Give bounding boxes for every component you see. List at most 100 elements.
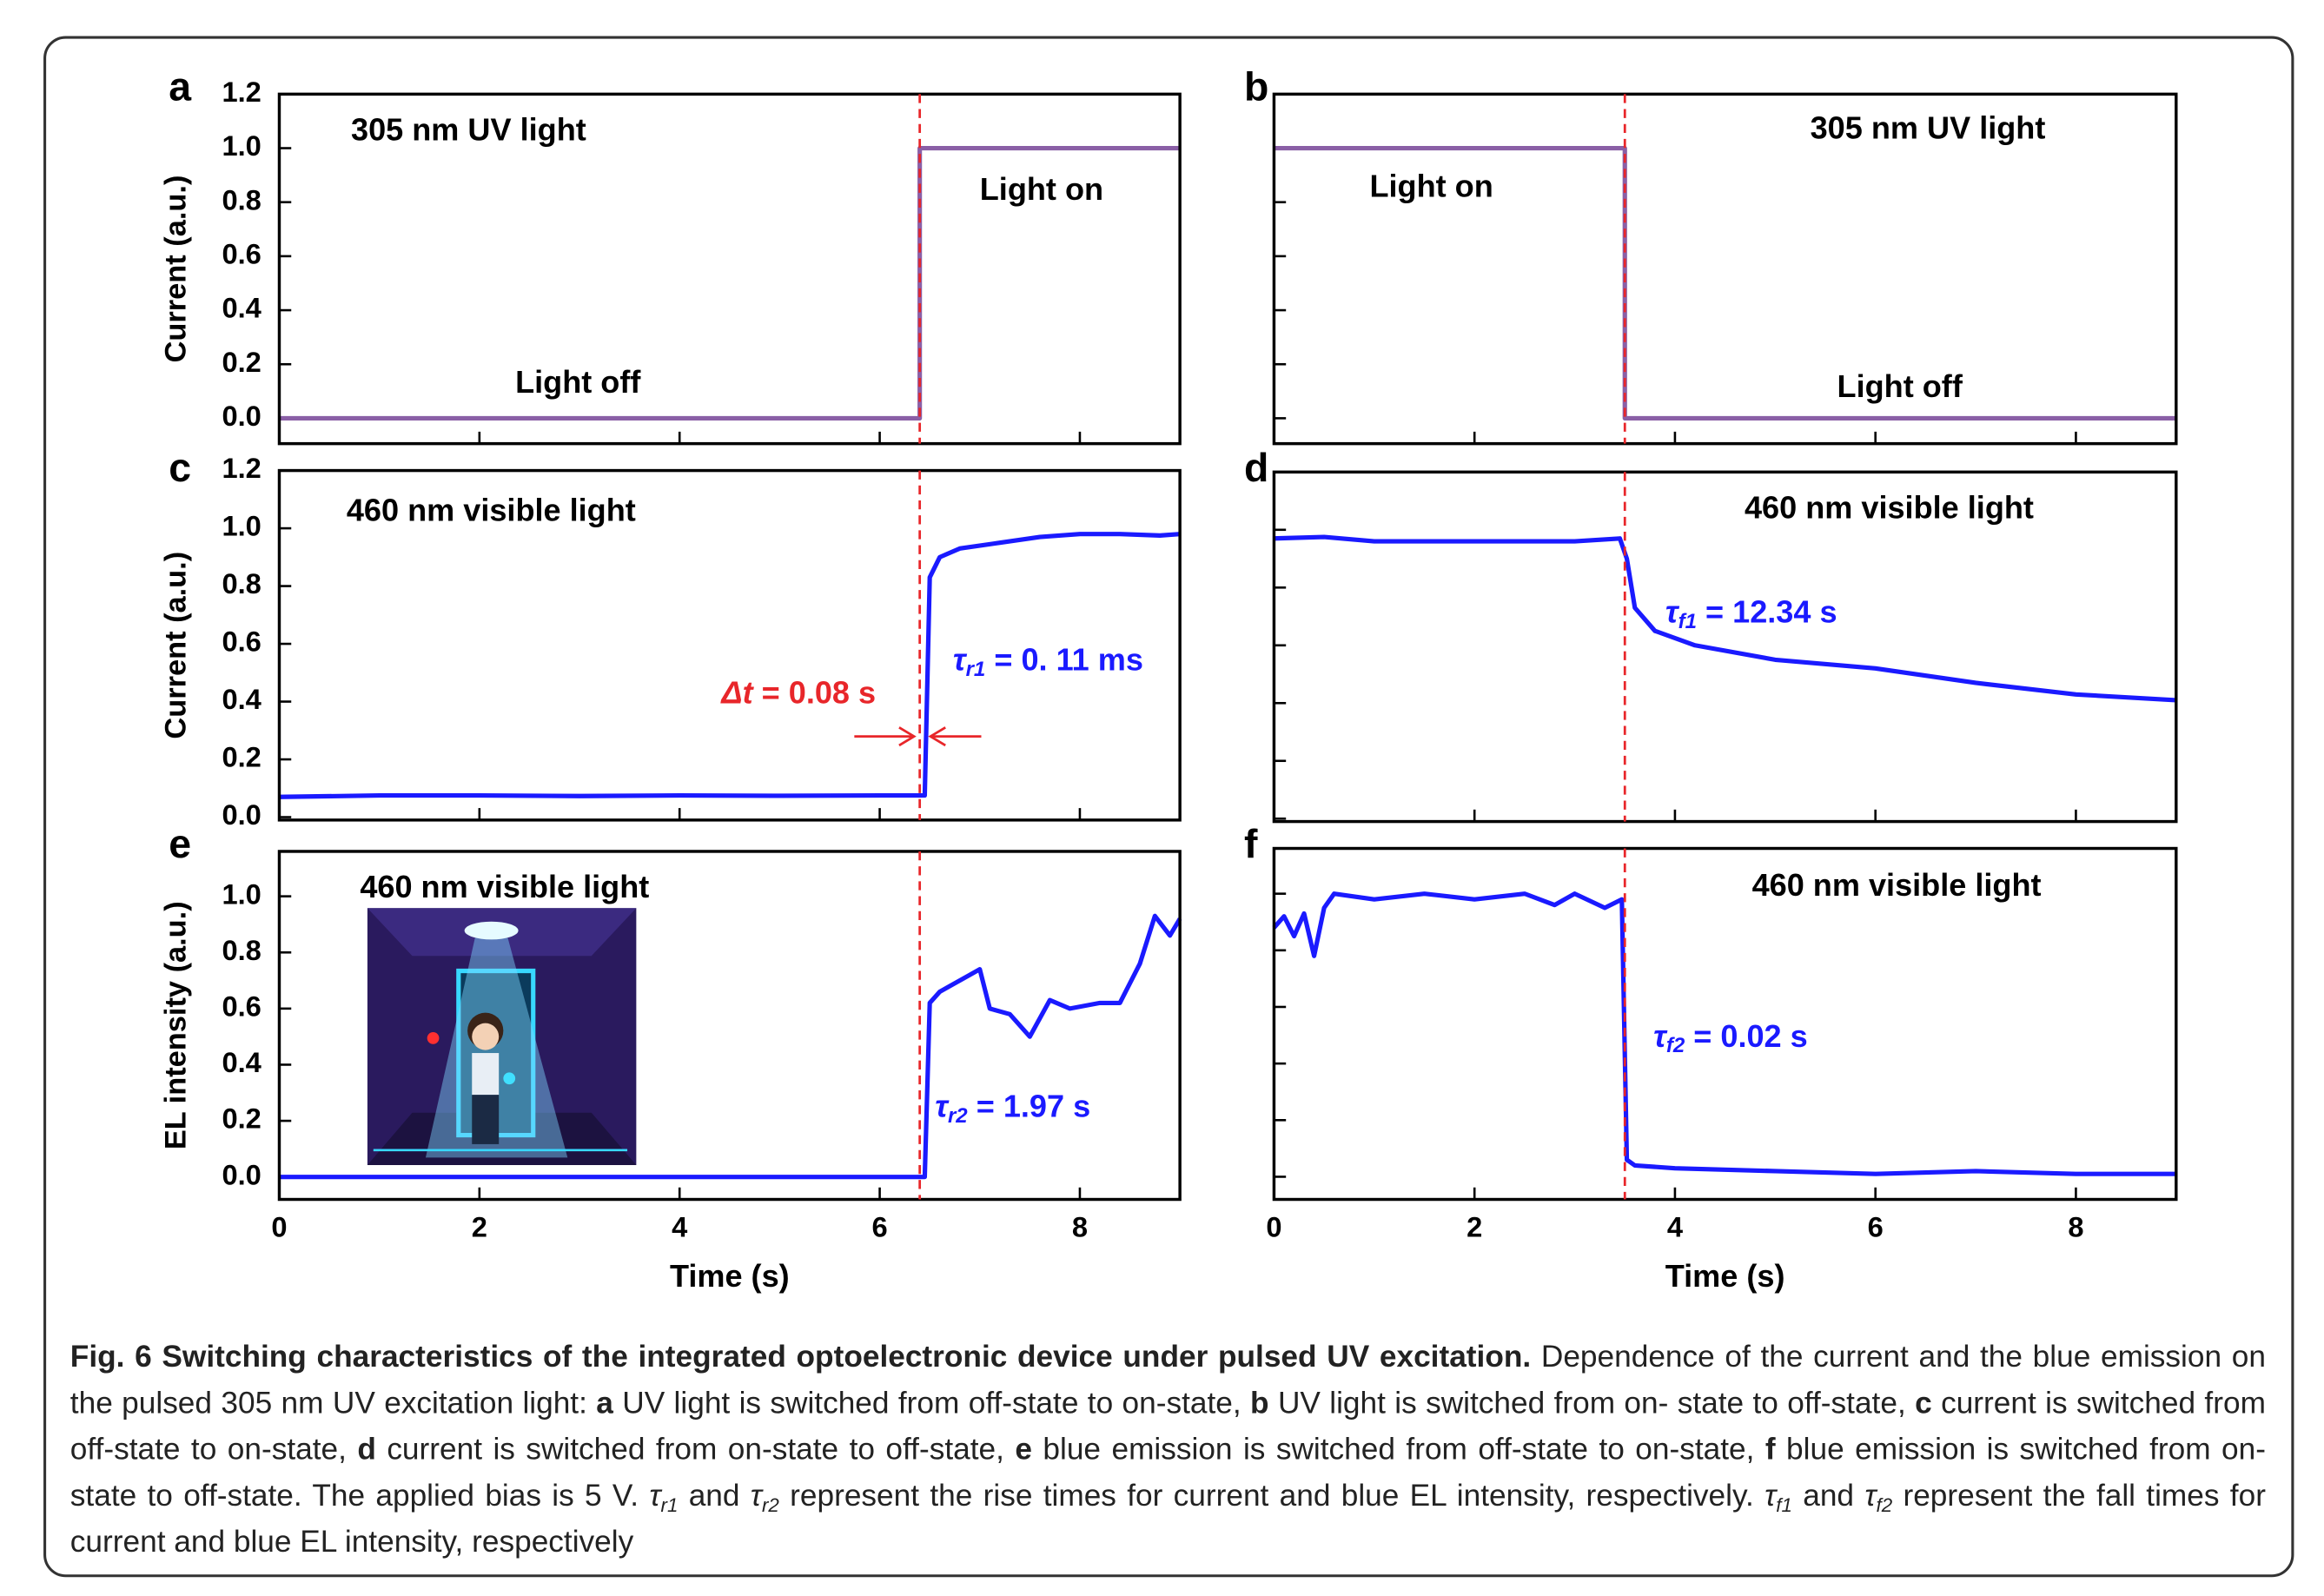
y-tick-label: 0.6 bbox=[222, 238, 261, 270]
x-tick-label: 6 bbox=[1868, 1211, 1884, 1243]
annotation: τf2 = 0.02 s bbox=[1653, 1017, 1808, 1057]
x-tick-label: 4 bbox=[672, 1211, 687, 1243]
panel-letter: e bbox=[169, 821, 191, 866]
annotation: 460 nm visible light bbox=[1745, 489, 2034, 525]
y-axis-label: EL intensity (a.u.) bbox=[160, 901, 193, 1149]
caption-run: τ bbox=[1765, 1479, 1777, 1513]
annotation: Light off bbox=[1837, 368, 1963, 404]
annotation: 460 nm visible light bbox=[360, 868, 649, 904]
caption-run: a bbox=[596, 1386, 613, 1421]
plot-frame bbox=[1272, 846, 2178, 1202]
data-line bbox=[279, 532, 1181, 799]
x-axis-label: Time (s) bbox=[670, 1258, 790, 1294]
plot-frame bbox=[1272, 92, 2178, 446]
caption-run: represent the fall times for current and… bbox=[70, 1479, 2266, 1560]
annotation-text: = 0. 11 ms bbox=[985, 641, 1143, 677]
panel-letter: a bbox=[169, 63, 192, 109]
annotation-text: 460 nm visible light bbox=[347, 492, 636, 527]
y-tick-label: 1.0 bbox=[222, 510, 261, 542]
annotation-symbol: τ bbox=[1665, 593, 1680, 629]
annotation-symbol: τ bbox=[953, 641, 968, 677]
caption-run: UV light is switched from off-state to o… bbox=[612, 1386, 1251, 1421]
annotation-text: Light off bbox=[1837, 368, 1963, 404]
y-tick-label: 0.0 bbox=[222, 1158, 261, 1190]
annotation: 305 nm UV light bbox=[1811, 109, 2046, 145]
annotation-text: = 0.08 s bbox=[753, 674, 877, 710]
annotation-text: 460 nm visible light bbox=[1752, 867, 2042, 903]
caption-run: b bbox=[1250, 1386, 1269, 1421]
caption-run: e bbox=[1015, 1432, 1032, 1467]
annotation-text: 460 nm visible light bbox=[1745, 489, 2034, 525]
annotation: Light on bbox=[1369, 168, 1493, 203]
annotation-subscript: f1 bbox=[1678, 610, 1697, 633]
x-tick-label: 2 bbox=[472, 1211, 487, 1243]
caption-run: blue emission is switched from off-state… bbox=[1031, 1432, 1765, 1467]
annotation-subscript: r1 bbox=[966, 658, 986, 681]
x-tick-label: 8 bbox=[2068, 1211, 2083, 1243]
y-tick-label: 0.4 bbox=[222, 1046, 261, 1078]
caption-run: UV light is switched from on- state to o… bbox=[1268, 1386, 1916, 1421]
caption-run: f bbox=[1765, 1432, 1776, 1467]
y-tick-label: 0.6 bbox=[222, 990, 261, 1022]
caption-run: τ bbox=[750, 1479, 762, 1513]
y-tick-label: 0.8 bbox=[222, 183, 261, 215]
y-tick-label: 1.0 bbox=[222, 129, 261, 162]
data-line bbox=[1272, 891, 2176, 1176]
annotation-text: = 1.97 s bbox=[968, 1088, 1091, 1123]
caption: Fig. 6 Switching characteristics of the … bbox=[70, 1334, 2266, 1565]
caption-run: d bbox=[357, 1432, 376, 1467]
y-tick-label: 0.6 bbox=[222, 626, 261, 658]
annotation: Light on bbox=[980, 171, 1103, 207]
annotation-symbol: τ bbox=[935, 1088, 950, 1123]
caption-run: c bbox=[1915, 1386, 1932, 1421]
annotation: τr1 = 0. 11 ms bbox=[953, 641, 1143, 681]
panel-letter: b bbox=[1244, 63, 1268, 109]
y-tick-label: 1.0 bbox=[222, 877, 261, 910]
x-tick-label: 4 bbox=[1667, 1211, 1683, 1243]
x-axis-label: Time (s) bbox=[1665, 1258, 1785, 1294]
annotation-subscript: f2 bbox=[1666, 1035, 1685, 1058]
y-tick-label: 0.2 bbox=[222, 346, 261, 378]
annotation-text: 460 nm visible light bbox=[360, 868, 649, 904]
caption-run: represent the rise times for current and… bbox=[778, 1479, 1765, 1513]
data-line bbox=[279, 145, 1181, 421]
annotation-text: = 12.34 s bbox=[1697, 593, 1837, 629]
y-tick-label: 0.4 bbox=[222, 292, 261, 324]
annotation-subscript: r2 bbox=[948, 1104, 968, 1128]
plot-frame bbox=[277, 468, 1182, 822]
annotation: τr2 = 1.97 s bbox=[935, 1088, 1090, 1128]
annotation-text: 305 nm UV light bbox=[1811, 109, 2046, 145]
caption-run: and bbox=[1791, 1479, 1865, 1513]
caption-run: τ bbox=[649, 1479, 661, 1513]
y-tick-label: 0.2 bbox=[222, 741, 261, 773]
x-tick-label: 0 bbox=[1266, 1211, 1281, 1243]
inset-illustration bbox=[367, 908, 637, 1165]
caption-run: and bbox=[678, 1479, 751, 1513]
y-tick-label: 1.2 bbox=[222, 452, 261, 484]
annotation: 460 nm visible light bbox=[347, 492, 636, 527]
panel-letter: f bbox=[1244, 821, 1258, 866]
annotation: 460 nm visible light bbox=[1752, 867, 2042, 903]
caption-box: Fig. 6 Switching characteristics of the … bbox=[70, 1334, 2266, 1565]
caption-run: r2 bbox=[761, 1493, 779, 1516]
y-axis-label: Current (a.u.) bbox=[160, 552, 193, 739]
annotation-text: Light off bbox=[515, 363, 641, 399]
caption-run: Dependence of the current and the blue e… bbox=[70, 1340, 2266, 1421]
annotation-symbol: τ bbox=[1653, 1017, 1668, 1053]
frame bbox=[43, 36, 2294, 1578]
delta-t-arrows bbox=[854, 726, 982, 747]
caption-run: f1 bbox=[1776, 1493, 1792, 1516]
x-tick-label: 2 bbox=[1467, 1211, 1482, 1243]
plot-frame bbox=[277, 850, 1182, 1202]
panel-letter: d bbox=[1244, 445, 1268, 490]
data-line bbox=[1274, 145, 2176, 421]
annotation-text: Light on bbox=[1369, 168, 1493, 203]
y-tick-label: 0.0 bbox=[222, 400, 261, 432]
data-line bbox=[1274, 534, 2176, 703]
plot-frame bbox=[277, 92, 1182, 446]
caption-run: f2 bbox=[1876, 1493, 1893, 1516]
y-tick-label: 0.4 bbox=[222, 683, 261, 715]
caption-run: current is switched from off-state to on… bbox=[70, 1386, 2266, 1467]
caption-title: Fig. 6 Switching characteristics of the … bbox=[70, 1340, 1532, 1374]
